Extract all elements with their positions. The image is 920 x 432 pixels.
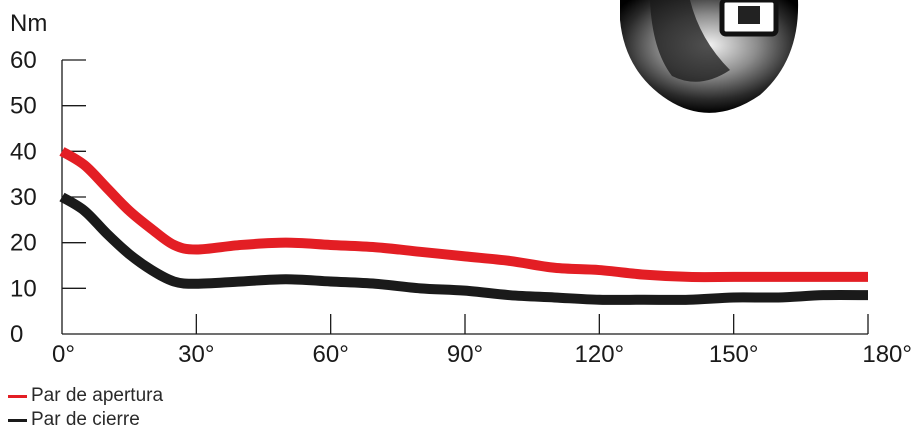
legend-item-opening: Par de apertura <box>8 384 163 408</box>
y-tick-label: 30 <box>10 184 37 211</box>
series-line-closing-torque <box>59 192 869 305</box>
y-tick-label: 50 <box>10 93 37 120</box>
legend-label-closing: Par de cierre <box>31 409 140 430</box>
x-tick-label: 30° <box>178 341 214 368</box>
legend-swatch-opening <box>8 394 27 398</box>
x-ticks: 0° 30° 60° 90° 120° 150° 180° <box>52 314 912 368</box>
legend-swatch-closing <box>8 418 27 422</box>
door-hinge-photo-icon <box>620 0 799 113</box>
y-ticks: 0 10 20 30 40 50 60 <box>10 47 86 348</box>
y-tick-label: 60 <box>10 47 37 74</box>
y-axis-unit-label: Nm <box>10 10 47 37</box>
y-tick-label: 40 <box>10 138 37 165</box>
y-tick-label: 10 <box>10 275 37 302</box>
y-tick-label: 20 <box>10 230 37 257</box>
legend-item-closing: Par de cierre <box>8 408 163 432</box>
x-tick-label: 180° <box>862 341 912 368</box>
legend-label-opening: Par de apertura <box>31 385 164 406</box>
series-line-opening-torque <box>59 147 868 283</box>
x-tick-label: 120° <box>575 341 625 368</box>
legend: Par de apertura Par de cierre <box>8 384 163 432</box>
x-tick-label: 60° <box>313 341 349 368</box>
x-tick-label: 150° <box>709 341 759 368</box>
x-tick-label: 0° <box>52 341 75 368</box>
series-layer <box>59 147 869 305</box>
y-tick-label: 0 <box>10 321 23 348</box>
x-tick-label: 90° <box>447 341 483 368</box>
